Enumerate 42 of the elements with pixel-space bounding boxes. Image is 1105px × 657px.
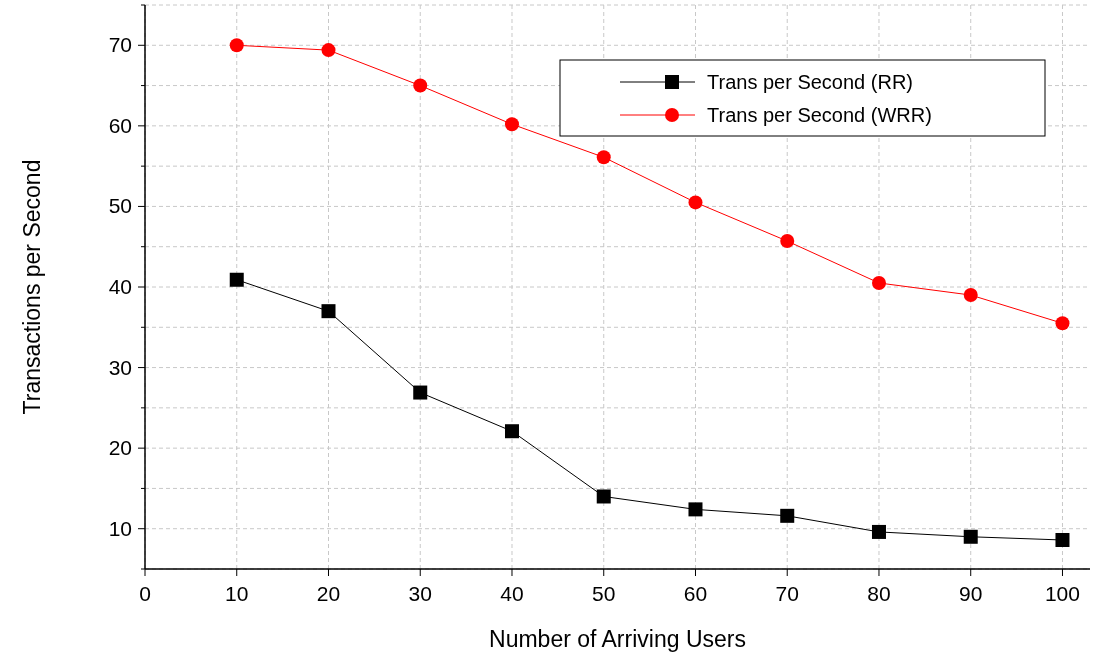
point [229,272,244,287]
x-tick-label: 0 [139,582,151,605]
x-tick-label: 60 [683,582,708,605]
point [596,489,611,504]
x-tick-label: 20 [316,582,341,605]
point [229,38,244,53]
legend-label: Trans per Second (WRR) [707,104,932,126]
point [963,288,978,303]
point [871,275,886,290]
point [504,117,519,132]
point [413,385,428,400]
y-tick-label: 20 [108,436,132,460]
point [688,195,703,210]
x-tick-label: 30 [408,582,432,605]
x-tick-label: 80 [867,582,891,605]
y-tick-label: 60 [108,113,132,137]
x-tick-label: 40 [500,582,524,605]
point [963,529,978,544]
point [321,304,336,319]
point [596,150,611,165]
x-tick-label: 50 [592,582,616,605]
point [413,78,428,93]
point [780,508,795,523]
y-tick-label: 30 [108,355,132,379]
x-tick-label: 90 [959,582,983,605]
x-tick-label: 10 [225,582,249,605]
point [1055,316,1070,331]
x-tick-label: 100 [1044,582,1080,605]
y-tick-label: 40 [108,275,132,298]
x-axis-title: Number of Arriving Users [489,626,746,652]
legend-label: Trans per Second (RR) [707,71,913,93]
point [1055,532,1070,547]
y-tick-label: 70 [108,33,132,57]
y-tick-label: 10 [108,516,132,540]
point [321,43,336,58]
point [688,502,703,517]
point [504,424,519,439]
point [871,524,886,539]
x-tick-label: 70 [775,582,799,605]
point [780,234,795,249]
y-axis-title: Transactions per Second [19,159,45,415]
y-tick-label: 50 [108,194,132,218]
